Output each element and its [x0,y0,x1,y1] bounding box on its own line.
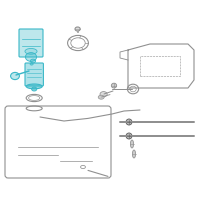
Ellipse shape [98,95,104,99]
Ellipse shape [11,72,19,80]
FancyBboxPatch shape [19,29,43,57]
Ellipse shape [25,48,37,54]
Ellipse shape [126,119,132,125]
Ellipse shape [25,53,37,61]
Ellipse shape [126,133,132,139]
Ellipse shape [132,150,136,158]
Ellipse shape [26,84,42,89]
Ellipse shape [32,87,37,91]
Ellipse shape [30,63,33,65]
Ellipse shape [75,27,80,31]
Ellipse shape [111,83,117,88]
Ellipse shape [100,92,107,97]
Bar [140,56,180,76]
Bar [77,31,78,32]
Ellipse shape [130,140,134,148]
Ellipse shape [30,59,36,63]
FancyBboxPatch shape [25,63,43,86]
